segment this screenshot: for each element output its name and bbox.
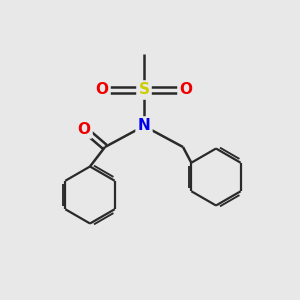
Text: O: O [179,82,193,98]
Text: O: O [95,82,109,98]
Text: O: O [77,122,91,136]
Text: S: S [139,82,149,98]
Text: N: N [138,118,150,134]
